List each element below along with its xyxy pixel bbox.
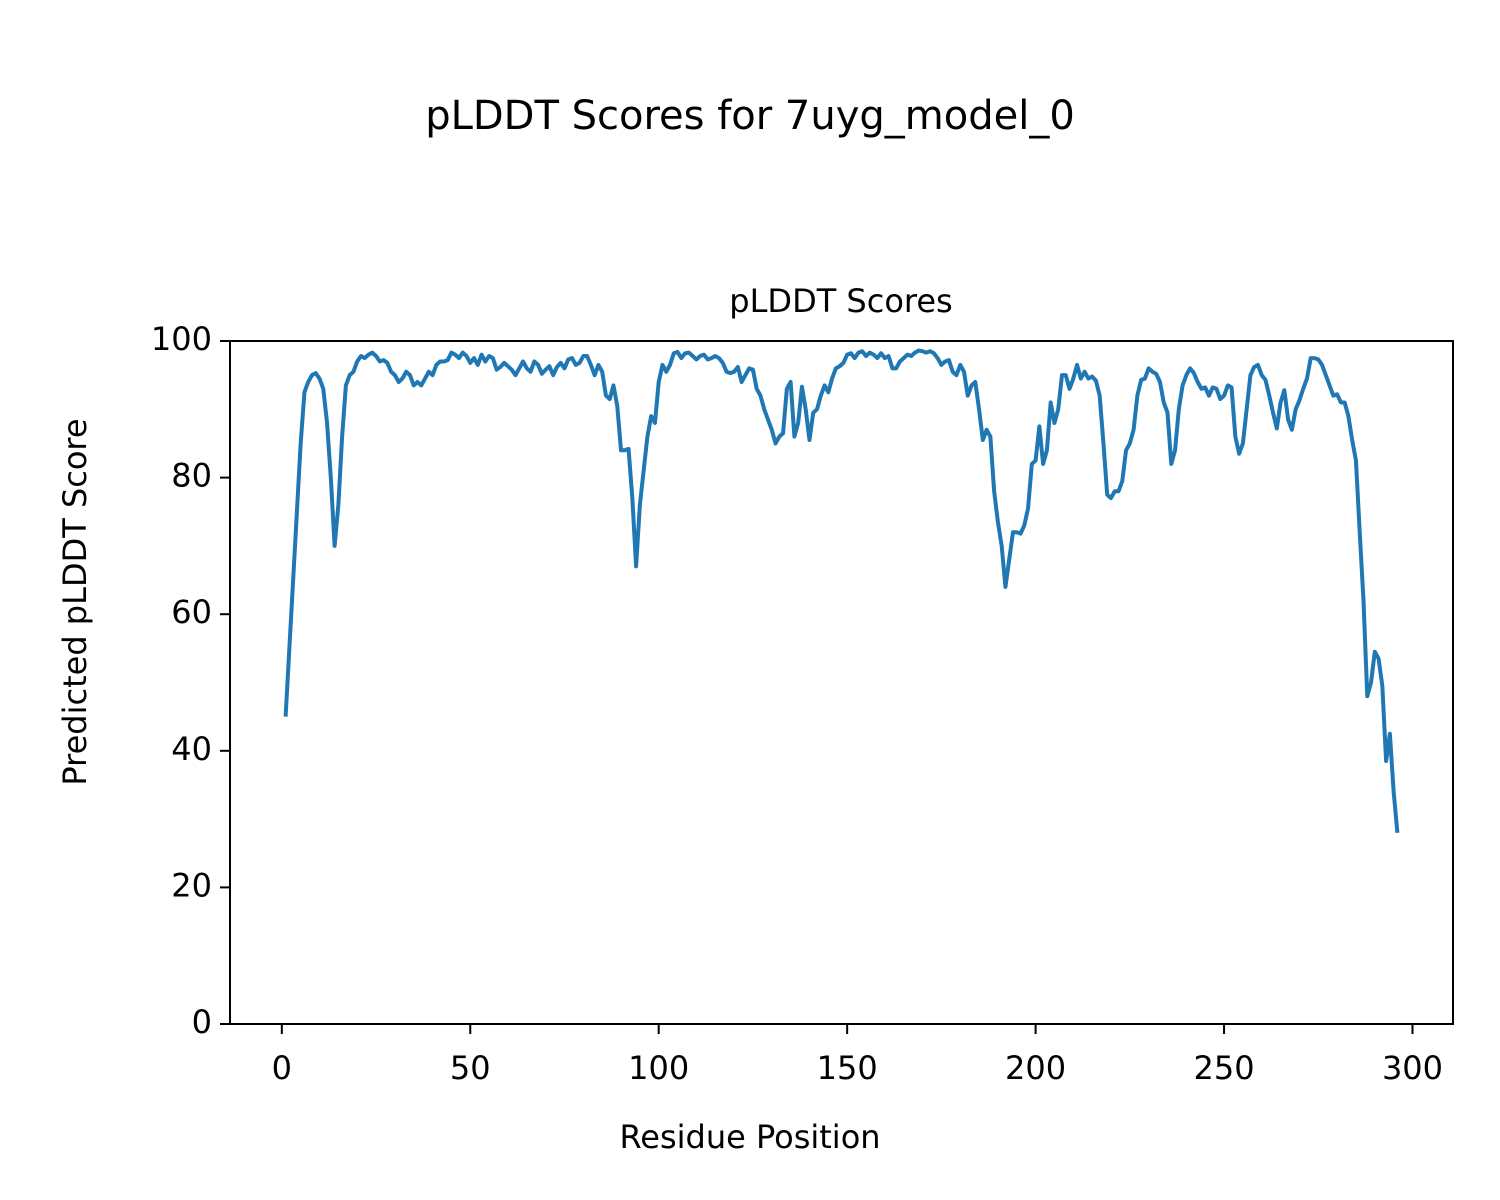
line-series [283, 348, 1400, 833]
x-tick-label: 100 [628, 1049, 689, 1087]
y-tick-label: 80 [171, 457, 212, 495]
x-tick-label: 0 [272, 1049, 292, 1087]
x-tick-label: 150 [817, 1049, 878, 1087]
y-tick-label: 60 [171, 593, 212, 631]
chart-title: pLDDT Scores for 7uyg_model_0 [425, 93, 1075, 139]
plot-frame [229, 340, 1454, 1025]
y-axis-label: Predicted pLDDT Score [56, 418, 94, 785]
x-tick-label: 300 [1382, 1049, 1443, 1087]
y-tick-label: 40 [171, 730, 212, 768]
axes-title: pLDDT Scores [729, 282, 952, 320]
y-tick-label: 100 [151, 320, 212, 358]
x-axis-label: Residue Position [619, 1118, 880, 1156]
x-tick-label: 200 [1005, 1049, 1066, 1087]
x-tick-label: 250 [1194, 1049, 1255, 1087]
x-tick-label: 50 [450, 1049, 491, 1087]
y-tick-label: 20 [171, 866, 212, 904]
y-tick-label: 0 [192, 1003, 212, 1041]
